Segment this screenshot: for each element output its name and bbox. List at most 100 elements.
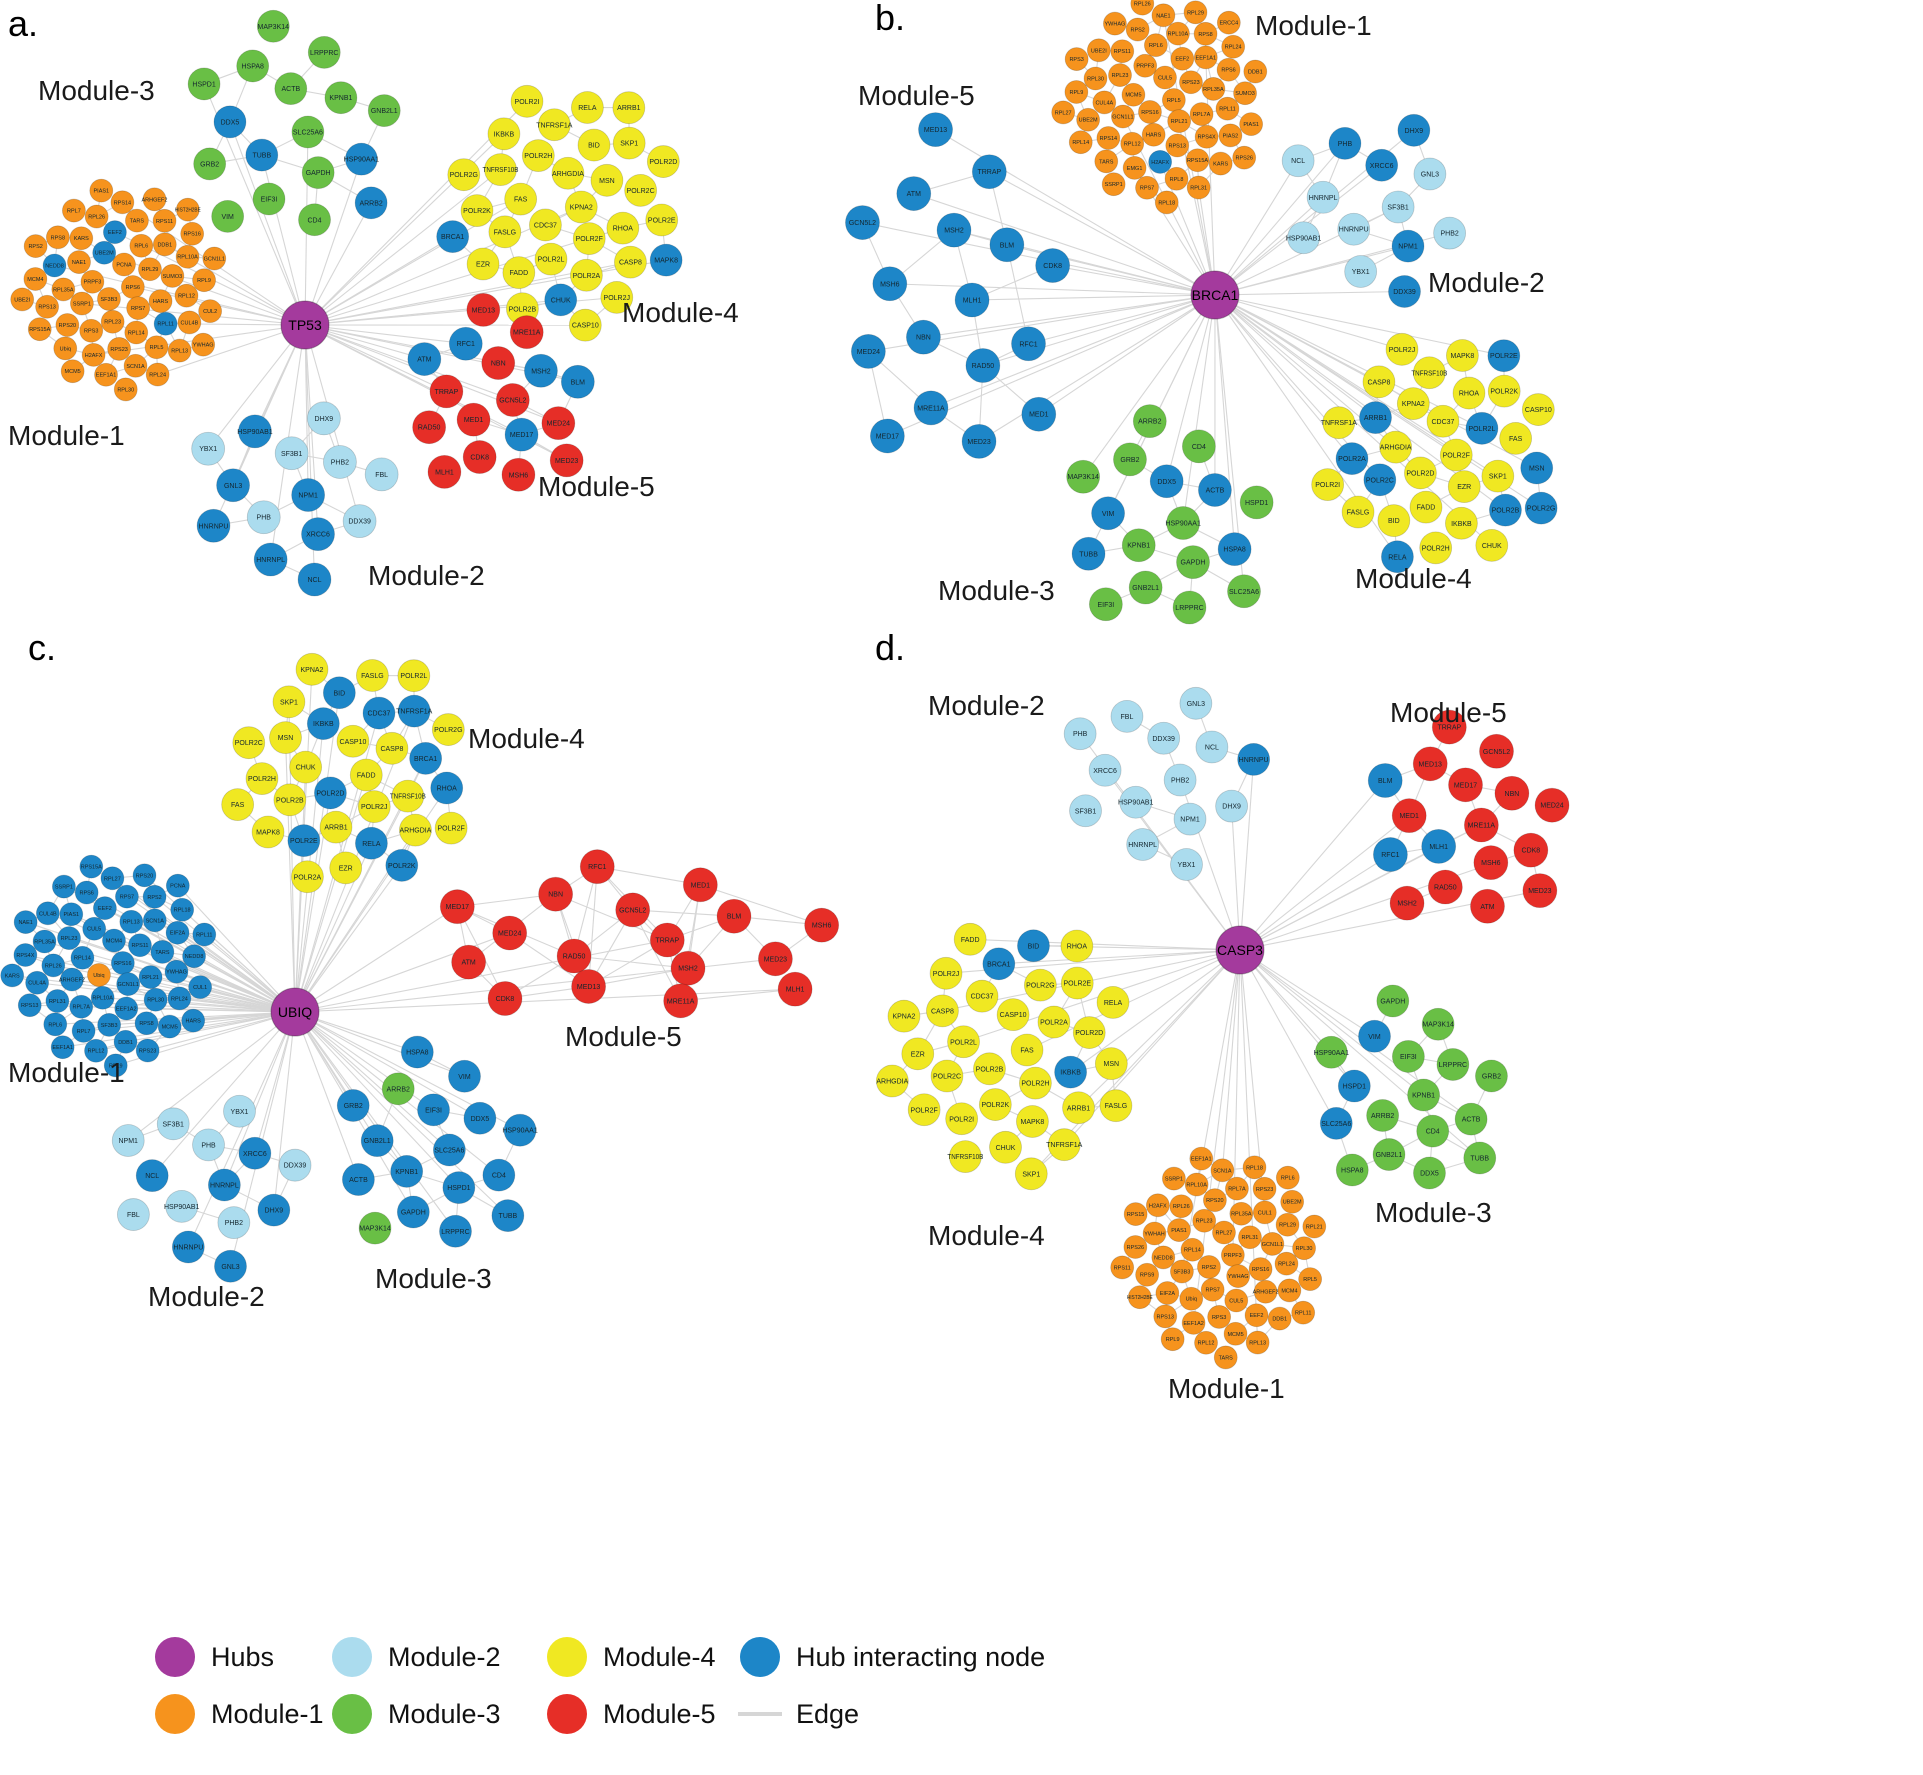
node-NPM1[interactable]: NPM1 (291, 478, 326, 512)
node-circle[interactable] (23, 234, 48, 258)
node-circle[interactable] (1280, 1189, 1305, 1214)
node-circle[interactable] (1101, 172, 1126, 197)
node-RPL11[interactable]: RPL11 (1215, 96, 1240, 121)
node-circle[interactable] (466, 247, 500, 281)
node-MSN[interactable]: MSN (1094, 1047, 1128, 1081)
node-circle[interactable] (1155, 1281, 1180, 1305)
node-POLR2A[interactable]: POLR2A (291, 860, 324, 894)
node-ACTB[interactable]: ACTB (274, 72, 308, 106)
node-circle[interactable] (429, 374, 464, 409)
node-circle[interactable] (354, 186, 388, 220)
node-circle[interactable] (529, 208, 562, 242)
node-POLR2L[interactable]: POLR2L (534, 242, 568, 276)
node-circle[interactable] (381, 1072, 415, 1106)
node-PIAS2[interactable]: PIAS2 (1218, 123, 1243, 148)
node-FAS[interactable]: FAS (504, 182, 538, 216)
node-MCM5[interactable]: MCM5 (60, 359, 85, 384)
node-circle[interactable] (1239, 112, 1264, 137)
node-circle[interactable] (1181, 429, 1216, 464)
node-circle[interactable] (192, 1128, 225, 1162)
node-TRRAP[interactable]: TRRAP (649, 922, 685, 958)
node-RPL31[interactable]: RPL31 (45, 989, 70, 1013)
node-circle[interactable] (978, 1088, 1012, 1121)
node-HSPD1[interactable]: HSPD1 (442, 1171, 476, 1205)
node-TNFRSF1A[interactable]: TNFRSF1A (1046, 1128, 1083, 1162)
node-RPL7A[interactable]: RPL7A (1225, 1176, 1249, 1201)
node-circle[interactable] (119, 909, 144, 934)
node-FAS[interactable]: FAS (1010, 1033, 1044, 1067)
node-circle[interactable] (92, 240, 117, 265)
node-circle[interactable] (94, 362, 118, 387)
node-circle[interactable] (412, 410, 447, 445)
node-EZR[interactable]: EZR (466, 247, 500, 281)
node-EZR[interactable]: EZR (329, 851, 363, 885)
node-RPL5[interactable]: RPL5 (1161, 88, 1186, 112)
node-BLM[interactable]: BLM (560, 364, 595, 399)
node-POLR2F[interactable]: POLR2F (907, 1093, 941, 1127)
node-circle[interactable] (1335, 442, 1369, 476)
node-circle[interactable] (945, 1102, 979, 1136)
node-circle[interactable] (551, 156, 585, 190)
node-RPS8[interactable]: RPS8 (45, 225, 70, 250)
node-circle[interactable] (1252, 1176, 1277, 1201)
node-EZR[interactable]: EZR (1447, 470, 1481, 504)
node-circle[interactable] (534, 242, 568, 276)
node-LRPPRC[interactable]: LRPPRC (1172, 590, 1207, 625)
node-TUBB[interactable]: TUBB (1071, 536, 1106, 571)
node-PIAS1[interactable]: PIAS1 (59, 902, 84, 927)
node-HSPD1[interactable]: HSPD1 (1239, 485, 1274, 520)
node-RPL21[interactable]: RPL21 (1167, 109, 1192, 133)
node-circle[interactable] (1125, 17, 1150, 42)
node-RPL23[interactable]: RPL23 (57, 926, 81, 950)
node-circle[interactable] (509, 315, 544, 350)
node-GCN1L1[interactable]: GCN1L1 (116, 972, 141, 996)
node-GNB2L1[interactable]: GNB2L1 (1372, 1138, 1406, 1171)
node-MCM5[interactable]: MCM5 (157, 1014, 182, 1039)
node-circle[interactable] (1151, 3, 1176, 28)
node-circle[interactable] (13, 943, 38, 967)
node-circle[interactable] (385, 848, 419, 882)
node-RPL9[interactable]: RPL9 (1064, 80, 1089, 104)
node-circle[interactable] (211, 199, 245, 233)
node-circle[interactable] (1275, 1165, 1300, 1190)
node-HSPA8[interactable]: HSPA8 (236, 49, 270, 83)
node-circle[interactable] (1475, 1059, 1508, 1093)
node-circle[interactable] (192, 268, 216, 293)
node-MED13[interactable]: MED13 (1412, 746, 1448, 782)
node-circle[interactable] (1217, 532, 1252, 567)
node-MSH6[interactable]: MSH6 (1473, 845, 1509, 881)
node-circle[interactable] (92, 896, 117, 921)
node-HSP90AB1[interactable]: HSP90AB1 (237, 414, 273, 449)
node-RPL12[interactable]: RPL12 (1120, 131, 1145, 156)
node-circle[interactable] (364, 457, 399, 492)
node-YBX1[interactable]: YBX1 (1344, 255, 1378, 288)
node-MED17[interactable]: MED17 (504, 417, 539, 452)
node-circle[interactable] (1306, 180, 1340, 214)
node-ARHGDIA[interactable]: ARHGDIA (1379, 430, 1413, 464)
node-MSH6[interactable]: MSH6 (501, 457, 536, 492)
node-circle[interactable] (579, 849, 615, 885)
node-circle[interactable] (1302, 1214, 1327, 1239)
node-CD4[interactable]: CD4 (1416, 1114, 1450, 1148)
node-circle[interactable] (1066, 459, 1101, 494)
node-CASP8[interactable]: CASP8 (614, 245, 647, 279)
node-circle[interactable] (1037, 1005, 1071, 1039)
node-circle[interactable] (1096, 126, 1121, 150)
node-POLR2K[interactable]: POLR2K (460, 194, 494, 228)
node-circle[interactable] (645, 203, 679, 237)
node-circle[interactable] (1179, 70, 1203, 95)
node-circle[interactable] (1463, 807, 1499, 843)
node-circle[interactable] (1448, 767, 1483, 803)
node-RPS20[interactable]: RPS20 (55, 313, 80, 337)
node-DHX9[interactable]: DHX9 (1397, 113, 1431, 147)
node-RPS11[interactable]: RPS11 (128, 933, 152, 958)
node-circle[interactable] (482, 1158, 516, 1192)
node-SUMO3[interactable]: SUMO3 (1233, 81, 1257, 106)
node-RPL26[interactable]: RPL26 (84, 204, 109, 229)
node-circle[interactable] (1010, 1033, 1044, 1067)
node-GNL3[interactable]: GNL3 (216, 468, 250, 503)
node-CASP8[interactable]: CASP8 (926, 994, 959, 1028)
node-SLC25A6[interactable]: SLC25A6 (1319, 1106, 1353, 1140)
node-POLR2G[interactable]: POLR2G (431, 713, 465, 746)
node-circle[interactable] (1322, 406, 1356, 440)
